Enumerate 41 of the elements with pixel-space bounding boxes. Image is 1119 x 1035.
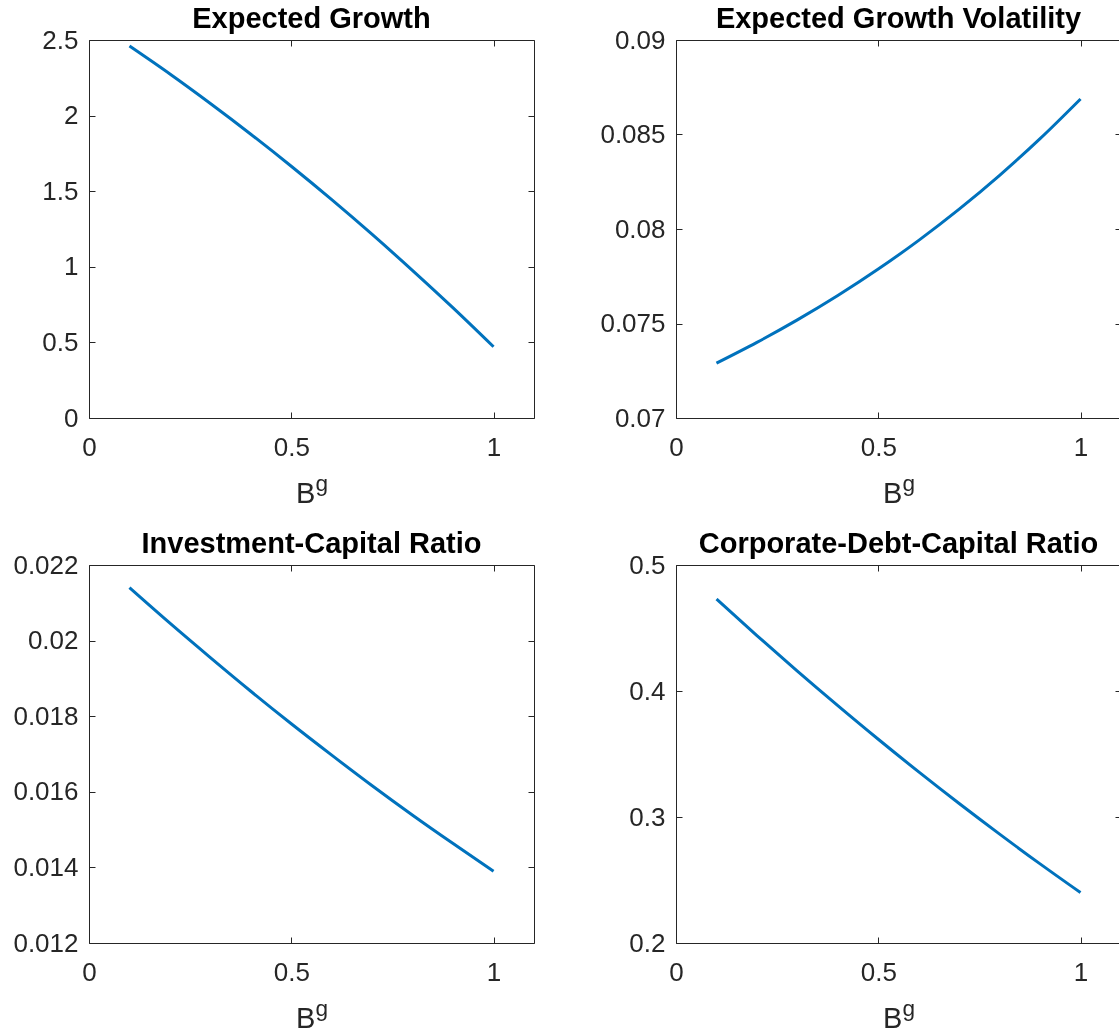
y-tick-label: 0.4 xyxy=(629,675,666,706)
y-tick-label: 0.07 xyxy=(614,402,666,433)
y-tick-label: 0.016 xyxy=(13,776,79,807)
x-tick-label: 0.5 xyxy=(273,431,310,462)
x-tick-label: 0.5 xyxy=(273,956,310,987)
y-tick-label: 0.08 xyxy=(614,213,666,244)
chart-title: Corporate-Debt-Capital Ratio xyxy=(698,527,1099,559)
x-tick-label: 1 xyxy=(1073,431,1089,462)
y-tick-label: 0.02 xyxy=(27,625,79,656)
x-tick-label: 0.5 xyxy=(860,956,897,987)
line-series xyxy=(127,44,496,349)
line-series xyxy=(714,597,1083,895)
y-tick-label: 0.5 xyxy=(629,549,666,580)
y-tick-label: 0.3 xyxy=(629,801,666,832)
y-tick-label: 0.2 xyxy=(629,927,666,958)
x-tick-label: 1 xyxy=(1073,956,1089,987)
x-axis-title: B$^{g}$ xyxy=(883,470,915,509)
x-tick-label: 1 xyxy=(486,956,502,987)
y-tick-label: 0 xyxy=(64,402,79,433)
y-tick-label: 0.085 xyxy=(600,119,666,149)
y-tick-label: 0.018 xyxy=(13,700,79,731)
chart-title: Expected Growth Volatility xyxy=(715,2,1082,34)
y-tick-label: 2.5 xyxy=(42,24,79,55)
y-tick-label: 1.5 xyxy=(42,175,79,206)
y-tick-label: 0.012 xyxy=(13,927,79,958)
x-axis-title: B$^{g}$ xyxy=(883,995,915,1034)
y-tick-label: 0.5 xyxy=(42,326,79,357)
chart-title: Expected Growth xyxy=(192,2,431,34)
x-tick-label: 1 xyxy=(486,431,502,462)
y-tick-label: 0.09 xyxy=(614,24,666,55)
y-tick-label: 0.022 xyxy=(13,549,79,580)
x-axis-title: B$^{g}$ xyxy=(296,470,328,509)
line-series xyxy=(127,586,496,873)
x-axis-title: B$^{g}$ xyxy=(296,995,328,1034)
y-tick-label: 1 xyxy=(64,251,79,282)
y-tick-label: 0.014 xyxy=(13,851,79,882)
x-tick-label: 0.5 xyxy=(860,431,897,462)
line-series xyxy=(714,97,1083,365)
y-tick-label: 2 xyxy=(64,100,79,131)
chart-title: Investment-Capital Ratio xyxy=(141,527,482,559)
y-tick-label: 0.075 xyxy=(600,308,666,338)
